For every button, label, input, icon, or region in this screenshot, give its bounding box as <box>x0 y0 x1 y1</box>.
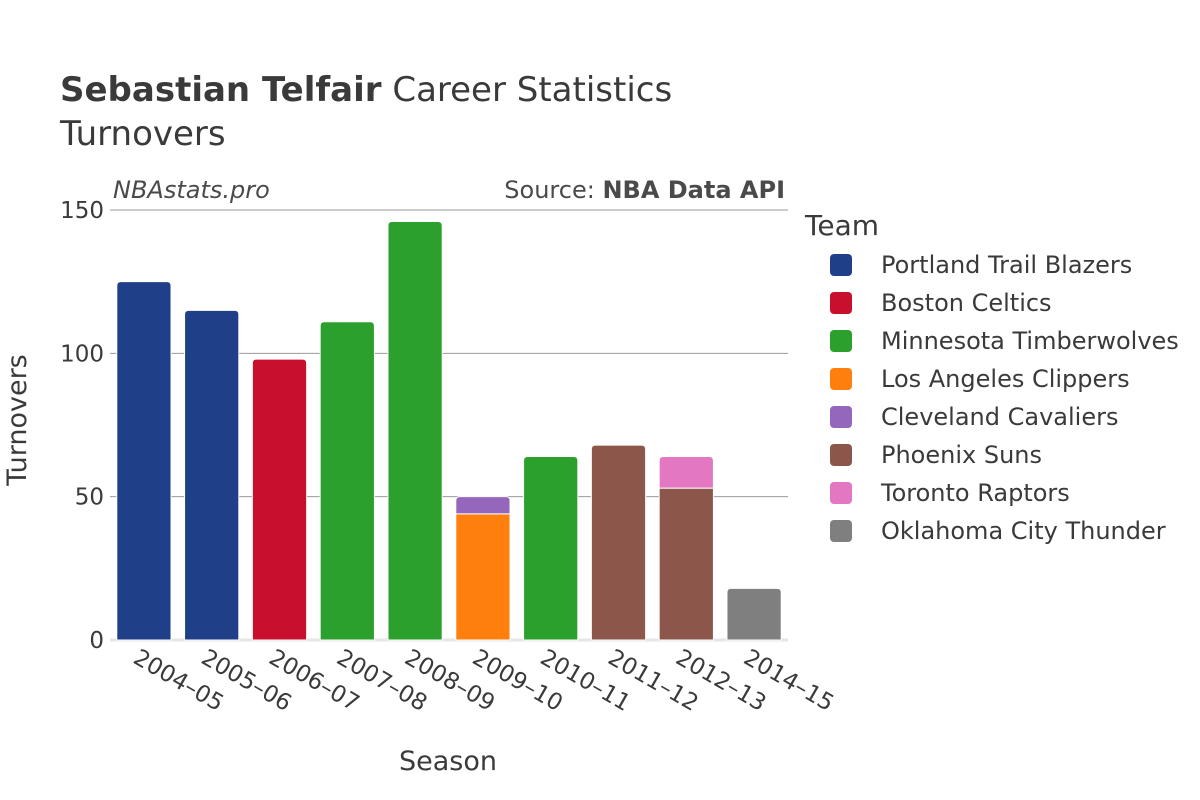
legend-item[interactable]: Minnesota Timberwolves <box>805 322 1195 360</box>
bar-segment[interactable] <box>658 456 714 489</box>
y-axis-ticks: 0 50 100 150 <box>60 198 104 654</box>
legend: Team Portland Trail Blazers Boston Celtic… <box>805 208 1195 550</box>
legend-label: Minnesota Timberwolves <box>881 327 1179 355</box>
legend-title: Team <box>805 209 880 242</box>
source-name: NBA Data API <box>602 176 785 204</box>
legend-swatch <box>830 330 852 352</box>
y-tick-label: 0 <box>89 628 104 654</box>
bar-segment[interactable] <box>455 496 511 515</box>
legend-item[interactable]: Los Angeles Clippers <box>805 360 1195 398</box>
legend-item[interactable]: Portland Trail Blazers <box>805 246 1195 284</box>
legend-label: Phoenix Suns <box>881 441 1043 469</box>
x-axis-label: Season <box>399 746 497 777</box>
legend-item[interactable]: Phoenix Suns <box>805 436 1195 474</box>
legend-swatch <box>830 520 852 542</box>
legend-item[interactable]: Boston Celtics <box>805 284 1195 322</box>
legend-label: Cleveland Cavaliers <box>881 403 1119 431</box>
bar-segment[interactable] <box>116 281 172 641</box>
title-suffix: Career Statistics <box>381 70 673 110</box>
legend-label: Portland Trail Blazers <box>881 251 1133 279</box>
legend-items: Portland Trail Blazers Boston Celtics Minn… <box>805 246 1195 550</box>
x-axis-ticks: 2004–052005–062006–072007–082008–092009–… <box>129 645 838 717</box>
legend-label: Boston Celtics <box>881 289 1052 317</box>
y-tick-label: 50 <box>75 485 104 511</box>
legend-item[interactable]: Oklahoma City Thunder <box>805 512 1195 550</box>
bar-segment[interactable] <box>726 587 782 641</box>
legend-label: Oklahoma City Thunder <box>881 517 1166 545</box>
legend-swatch <box>830 444 852 466</box>
legend-item[interactable]: Cleveland Cavaliers <box>805 398 1195 436</box>
watermark: NBAstats.pro <box>113 176 270 204</box>
legend-swatch <box>830 368 852 390</box>
legend-label: Toronto Raptors <box>881 479 1070 507</box>
bar-segment[interactable] <box>455 513 511 641</box>
legend-label: Los Angeles Clippers <box>881 365 1130 393</box>
source-credit: Source: NBA Data API <box>420 176 785 204</box>
legend-swatch <box>830 292 852 314</box>
legend-swatch <box>830 254 852 276</box>
y-axis-label: Turnovers <box>2 354 33 487</box>
bar-segment[interactable] <box>387 220 443 641</box>
legend-swatch <box>830 406 852 428</box>
chart-title: Sebastian Telfair Career Statistics <box>60 68 672 112</box>
bar-segment[interactable] <box>251 358 308 641</box>
bar-segment[interactable] <box>319 321 375 641</box>
bar-segment[interactable] <box>184 309 240 641</box>
y-tick-label: 150 <box>60 198 104 224</box>
chart-subtitle: Turnovers <box>60 114 226 154</box>
bar-segment[interactable] <box>658 487 714 641</box>
source-prefix: Source: <box>504 176 603 204</box>
legend-item[interactable]: Toronto Raptors <box>805 474 1195 512</box>
player-name: Sebastian Telfair <box>60 70 382 110</box>
y-tick-label: 100 <box>60 341 104 367</box>
bar-segment[interactable] <box>590 444 647 641</box>
legend-swatch <box>830 482 852 504</box>
bars <box>116 220 782 641</box>
bar-segment[interactable] <box>523 456 579 641</box>
